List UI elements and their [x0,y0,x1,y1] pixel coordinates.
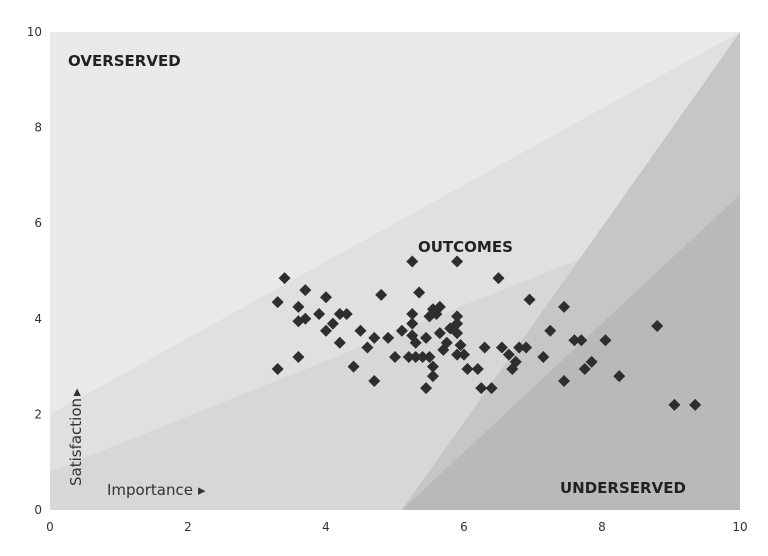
data-point-78 [689,398,702,411]
data-point-39 [426,370,439,383]
data-point-13 [340,308,353,321]
y-tick-label-0: 0 [34,503,42,517]
data-point-10 [320,324,332,337]
data-point-34 [420,382,433,395]
data-point-64 [520,341,533,354]
data-point-17 [361,341,374,354]
data-point-74 [599,334,612,347]
data-point-20 [375,288,388,301]
data-point-2 [292,300,305,313]
data-point-11 [326,317,339,330]
data-point-46 [451,310,464,323]
data-point-55 [475,382,488,395]
data-point-14 [333,336,346,349]
data-point-49 [451,348,464,361]
data-point-71 [575,334,588,347]
data-point-3 [299,284,312,297]
data-point-63 [513,341,526,354]
data-point-60 [502,348,515,361]
data-point-0 [271,296,284,309]
data-point-42 [433,327,446,340]
y-tick-label-4: 4 [34,312,42,326]
data-point-47 [451,317,464,330]
data-point-22 [389,351,401,364]
y-tick-label-8: 8 [34,121,42,135]
data-point-68 [558,300,571,313]
data-point-24 [402,351,415,364]
data-point-27 [406,317,419,330]
data-point-26 [406,308,419,321]
data-point-62 [509,355,522,368]
data-point-23 [395,324,408,337]
data-point-50 [451,255,464,268]
data-point-48 [451,327,464,340]
data-point-57 [485,382,498,395]
data-point-70 [568,334,581,347]
data-point-65 [523,293,536,306]
data-point-41 [433,300,446,313]
data-point-18 [368,331,381,344]
data-point-16 [354,324,367,337]
y-tick-label-10: 10 [27,25,42,39]
data-point-56 [478,341,491,354]
data-point-44 [440,336,453,349]
data-point-15 [347,360,360,373]
x-tick-label-4: 4 [322,520,330,534]
data-point-30 [409,336,422,349]
data-points [271,255,702,411]
data-point-75 [613,370,626,383]
data-point-25 [406,255,419,268]
data-point-66 [537,351,550,364]
data-point-9 [320,291,332,304]
x-tick-label-0: 0 [46,520,54,534]
overserved-label: OVERSERVED [68,52,181,70]
y-axis-label: Satisfaction [67,398,85,486]
data-point-52 [458,348,470,361]
x-tick-label-8: 8 [598,520,606,534]
y-axis-arrow: ▸ [67,388,85,396]
data-point-38 [426,360,439,373]
data-point-67 [544,324,557,337]
x-tick-label-10: 10 [732,520,747,534]
y-tick-label-2: 2 [34,407,42,421]
data-point-33 [420,331,433,344]
data-point-54 [471,362,484,375]
x-tick-label-6: 6 [460,520,468,534]
y-axis-ticks: 0 2 4 6 8 10 [27,25,42,517]
data-point-29 [409,351,422,364]
y-tick-label-6: 6 [34,216,42,230]
data-point-21 [382,331,395,344]
data-point-36 [423,351,436,364]
data-point-72 [578,362,591,375]
data-point-19 [368,374,381,387]
data-point-7 [292,351,305,364]
data-point-8 [313,308,326,321]
x-axis-ticks: 0 2 4 6 8 10 [46,520,747,534]
underserved-label: UNDERSERVED [560,479,686,497]
outcomes-label: OUTCOMES [418,238,513,256]
data-point-5 [299,312,312,325]
data-point-51 [454,339,467,352]
data-point-31 [413,286,426,299]
data-point-77 [668,398,681,411]
data-point-32 [416,351,429,364]
data-point-73 [585,355,598,368]
data-point-6 [271,362,284,375]
data-point-1 [278,272,291,285]
data-point-53 [461,362,474,375]
data-point-58 [492,272,505,285]
data-point-76 [651,319,664,332]
x-tick-label-2: 2 [184,520,192,534]
x-axis-arrow: ▸ [198,481,206,499]
data-point-12 [333,308,346,321]
data-point-69 [558,374,571,387]
x-axis-label: Importance [107,481,193,499]
data-point-59 [495,341,508,354]
region-underserved [401,194,740,510]
